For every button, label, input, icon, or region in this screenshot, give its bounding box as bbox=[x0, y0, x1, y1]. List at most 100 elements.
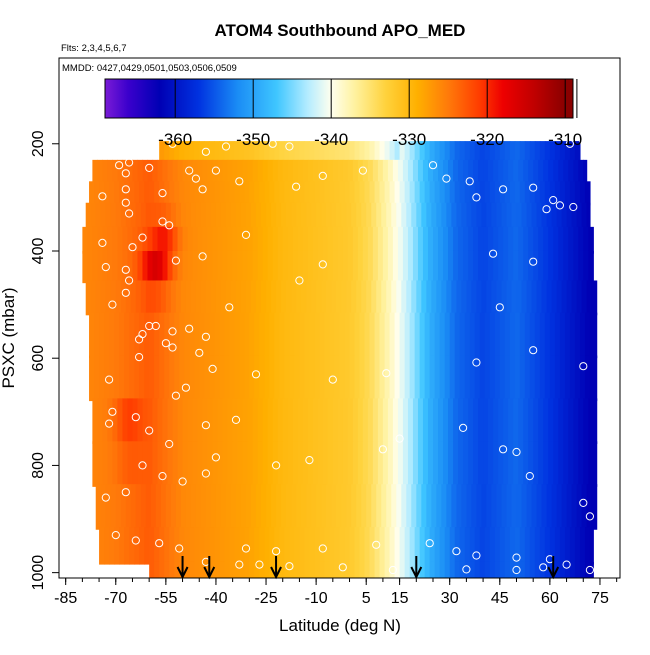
heatmap-cell bbox=[483, 159, 489, 184]
heatmap-cell bbox=[215, 280, 222, 316]
heatmap-cell bbox=[130, 484, 137, 530]
heatmap-cell bbox=[344, 355, 351, 402]
heatmap-cell bbox=[331, 202, 337, 230]
heatmap-cell bbox=[114, 355, 120, 402]
sample-point bbox=[111, 531, 120, 540]
heatmap-cell bbox=[122, 398, 129, 444]
heatmap-cell bbox=[411, 280, 417, 316]
heatmap-cell bbox=[412, 398, 419, 444]
heatmap-cell bbox=[219, 141, 225, 166]
heatmap-cell bbox=[194, 527, 200, 565]
heatmap-cell bbox=[251, 484, 257, 530]
heatmap-cell bbox=[304, 561, 311, 578]
heatmap-cell bbox=[399, 527, 406, 565]
heatmap-cell bbox=[264, 312, 270, 359]
heatmap-cell bbox=[491, 280, 498, 316]
heatmap-cell bbox=[271, 280, 277, 316]
heatmap-cell bbox=[443, 226, 449, 254]
heatmap-cell bbox=[304, 312, 311, 359]
heatmap-cell bbox=[99, 355, 105, 402]
heatmap-cell bbox=[456, 202, 462, 230]
heatmap-cell bbox=[217, 398, 224, 444]
heatmap-cell bbox=[212, 441, 219, 487]
heatmap-cell bbox=[187, 159, 194, 184]
heatmap-cell bbox=[559, 561, 566, 578]
heatmap-cell bbox=[549, 527, 556, 565]
heatmap-cell bbox=[448, 398, 454, 444]
sample-point bbox=[168, 327, 177, 336]
heatmap-cell bbox=[182, 441, 189, 487]
heatmap-cell bbox=[519, 527, 526, 565]
heatmap-cell bbox=[104, 181, 110, 206]
heatmap-cell bbox=[229, 141, 235, 166]
heatmap-cell bbox=[586, 280, 593, 316]
heatmap-cell bbox=[493, 441, 499, 487]
sample-point bbox=[155, 539, 164, 548]
sample-point bbox=[125, 209, 134, 218]
heatmap-cell bbox=[548, 226, 554, 254]
sample-point bbox=[78, 330, 87, 339]
heatmap-cell bbox=[132, 250, 139, 284]
heatmap-cell bbox=[339, 527, 346, 565]
heatmap-cell bbox=[175, 280, 182, 316]
heatmap-cell bbox=[376, 280, 382, 316]
heatmap-cell bbox=[162, 159, 169, 184]
sample-point bbox=[462, 565, 471, 574]
heatmap-cell bbox=[217, 250, 224, 284]
heatmap-cell bbox=[114, 527, 120, 565]
heatmap-cell bbox=[466, 280, 472, 316]
heatmap-cell bbox=[172, 398, 179, 444]
heatmap-cell bbox=[205, 484, 212, 530]
heatmap-cell bbox=[498, 250, 504, 284]
heatmap-cell bbox=[458, 398, 464, 444]
heatmap-cell bbox=[102, 250, 109, 284]
heatmap-cell bbox=[347, 441, 354, 487]
heatmap-cell bbox=[130, 280, 137, 316]
sample-point bbox=[121, 288, 130, 297]
heatmap-cell bbox=[569, 312, 576, 359]
heatmap-cell bbox=[157, 398, 164, 444]
heatmap-cell bbox=[394, 141, 401, 166]
heatmap-cell bbox=[459, 181, 466, 206]
sample-point bbox=[131, 413, 140, 422]
heatmap-cell bbox=[543, 441, 549, 487]
heatmap-cell bbox=[277, 159, 284, 184]
heatmap-cell bbox=[416, 202, 422, 230]
heatmap-cell bbox=[369, 561, 376, 578]
sample-point bbox=[395, 434, 404, 443]
heatmap-cell bbox=[292, 441, 299, 487]
heatmap-cell bbox=[301, 484, 307, 530]
heatmap-cell bbox=[441, 202, 447, 230]
x-tick-label: -40 bbox=[204, 590, 227, 607]
heatmap-cell bbox=[224, 312, 230, 359]
heatmap-cell bbox=[139, 527, 145, 565]
heatmap-cell bbox=[484, 141, 491, 166]
heatmap-cell bbox=[104, 527, 110, 565]
heatmap-cell bbox=[339, 181, 346, 206]
heatmap-cell bbox=[312, 159, 319, 184]
heatmap-cell bbox=[302, 441, 309, 487]
heatmap-cell bbox=[583, 226, 589, 254]
heatmap-cell bbox=[102, 159, 109, 184]
heatmap-cell bbox=[569, 141, 576, 166]
sample-point bbox=[318, 260, 327, 269]
heatmap-cell bbox=[377, 159, 384, 184]
heatmap-cell bbox=[504, 141, 511, 166]
heatmap-cell bbox=[357, 441, 364, 487]
heatmap-cell bbox=[247, 441, 254, 487]
sample-point bbox=[512, 447, 521, 457]
heatmap-cell bbox=[479, 561, 486, 578]
heatmap-cell bbox=[109, 312, 115, 359]
heatmap-cell bbox=[548, 250, 554, 284]
heatmap-cell bbox=[169, 181, 175, 206]
heatmap-cell bbox=[402, 250, 409, 284]
heatmap-cell bbox=[332, 250, 339, 284]
heatmap-cell bbox=[185, 280, 192, 316]
heatmap-cell bbox=[558, 226, 564, 254]
sample-point bbox=[158, 189, 167, 198]
heatmap-cell bbox=[381, 280, 387, 316]
heatmap-cell bbox=[274, 527, 280, 565]
sample-point bbox=[425, 539, 434, 548]
y-axis-label: PSXC (mbar) bbox=[0, 287, 18, 388]
heatmap-cell bbox=[382, 226, 389, 254]
